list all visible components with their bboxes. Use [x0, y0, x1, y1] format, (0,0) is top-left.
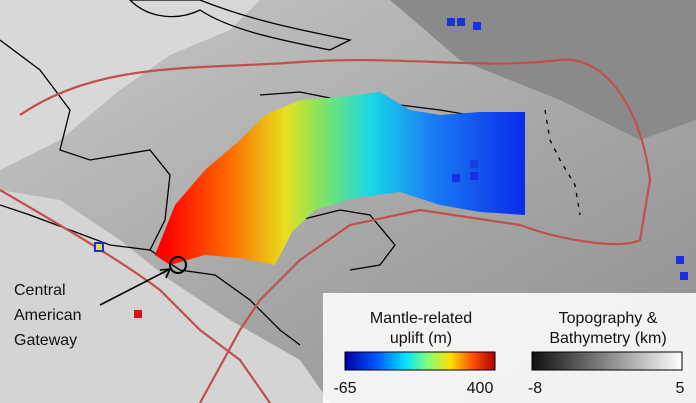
colorbar-max: 400: [467, 380, 494, 397]
gateway-marker: [169, 256, 187, 274]
arrow: [99, 268, 172, 306]
colorbar: [344, 351, 496, 371]
annotation-line: American: [14, 307, 82, 324]
colorbar-min: -8: [528, 380, 542, 397]
annotation-line: Gateway: [14, 332, 77, 349]
legend-title: Mantle-related: [370, 310, 472, 327]
annotation-line: Central: [14, 282, 66, 299]
legend: Mantle-related uplift (m) -65 400 Topogr…: [323, 293, 696, 403]
uplift-field: [155, 92, 525, 265]
colorbar-min: -65: [333, 380, 356, 397]
annotation: Central American Gateway: [14, 282, 82, 349]
legend-title: uplift (m): [390, 330, 452, 347]
legend-title: Bathymetry (km): [549, 330, 666, 347]
legend-title: Topography &: [559, 310, 658, 327]
colorbar-max: 5: [676, 380, 685, 397]
uplift-points: [94, 18, 688, 318]
colorbar: [531, 351, 683, 371]
